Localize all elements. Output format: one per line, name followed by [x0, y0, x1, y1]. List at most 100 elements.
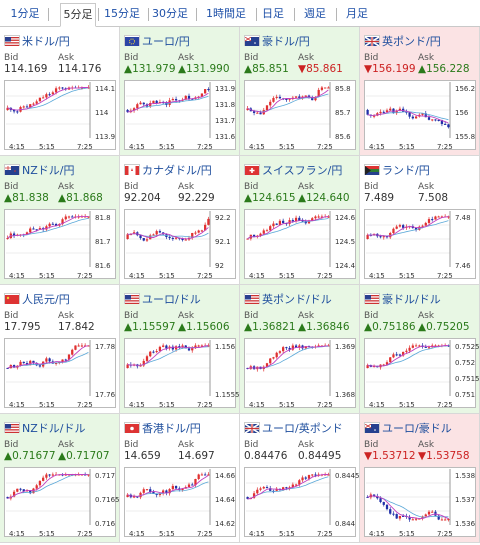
- pair-name[interactable]: ユーロ/円: [142, 35, 190, 48]
- bid-value: ▲81.838: [4, 192, 49, 204]
- pair-title-link[interactable]: ユーロ/円: [124, 33, 190, 48]
- tab-separator: [148, 8, 149, 21]
- pair-title-link[interactable]: 香港ドル/円: [124, 420, 201, 435]
- rate-card[interactable]: ユーロ/ドル Bid Ask ▲1.15597 ▲1.15606 1.156 1.1555 4…: [120, 285, 240, 414]
- pair-title-link[interactable]: NZドル/円: [4, 162, 75, 177]
- mini-candlestick-chart[interactable]: 114.1 114 113.9 4:15 5:15 7:25: [4, 80, 116, 151]
- pair-name[interactable]: ユーロ/英ポンド: [262, 422, 343, 435]
- rate-card[interactable]: 香港ドル/円 Bid Ask 14.659 14.697 14.66 14.64 14.62 4…: [120, 414, 240, 543]
- rate-card[interactable]: 米ドル/円 Bid Ask 114.169 114.176 114.1 114 113.9 4:…: [0, 27, 120, 156]
- mini-candlestick-chart[interactable]: 124.6 124.5 124.4 4:15 5:15 7:25: [244, 209, 356, 280]
- pair-title-link[interactable]: ユーロ/ドル: [124, 291, 201, 306]
- y-axis-tick: 17.78: [95, 343, 116, 351]
- y-axis-tick: 0.716: [95, 520, 116, 528]
- rate-card[interactable]: スイスフラン/円 Bid Ask ▲124.615 ▲124.640 124.6 124.5…: [240, 156, 360, 285]
- mini-candlestick-chart[interactable]: 1.369 1.368 4:15 5:15 7:25: [244, 338, 356, 409]
- mini-candlestick-chart[interactable]: 0.7525 0.752 0.7515 0.751 4:15 5:15 7:25: [364, 338, 480, 409]
- pair-name[interactable]: 豪ドル/ドル: [382, 293, 441, 306]
- mini-candlestick-chart[interactable]: 85.8 85.7 85.6 4:15 5:15 7:25: [244, 80, 356, 151]
- tab-3[interactable]: 15分足: [104, 7, 140, 20]
- bid-label: Bid: [364, 53, 379, 63]
- pair-name[interactable]: NZドル/円: [22, 164, 75, 177]
- x-axis-tick: 4:15: [129, 401, 145, 409]
- mini-candlestick-chart[interactable]: 14.66 14.64 14.62 4:15 5:15 7:25: [124, 467, 236, 538]
- x-axis-tick: 7:25: [317, 530, 333, 538]
- bid-value: 14.659: [124, 450, 161, 462]
- pair-title-link[interactable]: 人民元/円: [4, 291, 70, 306]
- tab-7[interactable]: 週足: [304, 7, 326, 20]
- pair-title-link[interactable]: ランド/円: [364, 162, 430, 177]
- y-axis-tick: 1.156: [215, 343, 236, 351]
- pair-name[interactable]: ユーロ/豪ドル: [382, 422, 452, 435]
- rate-card[interactable]: 人民元/円 Bid Ask 17.795 17.842 17.78 17.76 4:15 5:1…: [0, 285, 120, 414]
- y-axis-tick: 114: [95, 109, 109, 117]
- rate-card[interactable]: 豪ドル/円 Bid Ask ▲85.851 ▼85.861 85.8 85.7 85.6 4:1…: [240, 27, 360, 156]
- pair-title-link[interactable]: 米ドル/円: [4, 33, 70, 48]
- ask-value: ▼1.53758: [418, 450, 470, 462]
- pair-name[interactable]: スイスフラン/円: [262, 164, 343, 177]
- mini-candlestick-chart[interactable]: 1.538 1.537 1.536 4:15 5:15 7:25: [364, 467, 476, 538]
- mini-candlestick-chart[interactable]: 131.9 131.8 131.7 131.6 4:15 5:15 7:25: [124, 80, 236, 151]
- pair-title-link[interactable]: スイスフラン/円: [244, 162, 343, 177]
- x-axis-tick: 4:15: [249, 143, 265, 151]
- rate-card[interactable]: ユーロ/円 Bid Ask ▲131.979 ▲131.990 131.9 131.8 131…: [120, 27, 240, 156]
- x-axis-tick: 4:15: [369, 530, 385, 538]
- ask-label: Ask: [418, 182, 435, 192]
- tab-4[interactable]: 30分足: [152, 7, 188, 20]
- y-axis-tick: 0.751: [455, 391, 476, 399]
- rate-card[interactable]: 英ポンド/ドル Bid Ask ▲1.36821 ▲1.36846 1.369 1.368 4…: [240, 285, 360, 414]
- rate-card[interactable]: NZドル/円 Bid Ask ▲81.838 ▲81.868 81.8 81.7 81.6 4:…: [0, 156, 120, 285]
- rate-card[interactable]: ランド/円 Bid Ask 7.489 7.508 7.48 7.46 4:15 5:15 7:2…: [360, 156, 480, 285]
- pair-name[interactable]: 米ドル/円: [22, 35, 70, 48]
- mini-candlestick-chart[interactable]: 17.78 17.76 4:15 5:15 7:25: [4, 338, 116, 409]
- tab-2[interactable]: 5分足: [60, 3, 96, 27]
- ask-label: Ask: [178, 182, 195, 192]
- rate-card[interactable]: NZドル/ドル Bid Ask ▲0.71677 ▲0.71707 0.717 0.7165…: [0, 414, 120, 543]
- pair-name[interactable]: カナダドル/円: [142, 164, 212, 177]
- rate-card[interactable]: ユーロ/豪ドル Bid Ask ▼1.53712 ▼1.53758 1.538 1.537 1…: [360, 414, 480, 543]
- tab-8[interactable]: 月足: [346, 7, 368, 20]
- rate-card[interactable]: 豪ドル/ドル Bid Ask ▲0.75186 ▲0.75205 0.7525 0.752 0…: [360, 285, 480, 414]
- tab-6[interactable]: 日足: [262, 7, 284, 20]
- x-axis-tick: 7:25: [197, 143, 213, 151]
- mini-candlestick-chart[interactable]: 7.48 7.46 4:15 5:15 7:25: [364, 209, 476, 280]
- pair-name[interactable]: NZドル/ドル: [22, 422, 86, 435]
- x-axis-tick: 7:25: [437, 143, 453, 151]
- bid-value: 0.84476: [244, 450, 288, 462]
- mini-candlestick-chart[interactable]: 0.8445 0.844 4:15 5:15 7:25: [244, 467, 360, 538]
- mini-candlestick-chart[interactable]: 1.156 1.1555 4:15 5:15 7:25: [124, 338, 240, 409]
- pair-title-link[interactable]: 英ポンド/ドル: [244, 291, 332, 306]
- eu-flag-icon: [124, 35, 140, 46]
- pair-name[interactable]: 豪ドル/円: [262, 35, 310, 48]
- pair-title-link[interactable]: 豪ドル/円: [244, 33, 310, 48]
- pair-title-link[interactable]: ユーロ/英ポンド: [244, 420, 343, 435]
- pair-name[interactable]: 人民元/円: [22, 293, 70, 306]
- y-axis-tick: 0.7165: [95, 496, 120, 504]
- mini-candlestick-chart[interactable]: 0.717 0.7165 0.716 4:15 5:15 7:25: [4, 467, 120, 538]
- pair-name[interactable]: 英ポンド/円: [382, 35, 441, 48]
- x-axis-tick: 5:15: [399, 530, 415, 538]
- pair-title-link[interactable]: NZドル/ドル: [4, 420, 86, 435]
- ask-label: Ask: [298, 53, 315, 63]
- mini-candlestick-chart[interactable]: 81.8 81.7 81.6 4:15 5:15 7:25: [4, 209, 116, 280]
- pair-name[interactable]: 香港ドル/円: [142, 422, 201, 435]
- tab-1[interactable]: 1分足: [10, 7, 40, 20]
- pair-name[interactable]: ランド/円: [382, 164, 430, 177]
- pair-name[interactable]: 英ポンド/ドル: [262, 293, 332, 306]
- rate-card[interactable]: カナダドル/円 Bid Ask 92.204 92.229 92.2 92.1 92 4:15 5…: [120, 156, 240, 285]
- x-axis-tick: 4:15: [369, 272, 385, 280]
- pair-name[interactable]: ユーロ/ドル: [142, 293, 201, 306]
- x-axis-tick: 4:15: [9, 530, 25, 538]
- tab-5[interactable]: 1時間足: [206, 7, 246, 20]
- pair-title-link[interactable]: ユーロ/豪ドル: [364, 420, 452, 435]
- mini-candlestick-chart[interactable]: 156.2 156 155.8 4:15 5:15 7:25: [364, 80, 476, 151]
- y-axis-tick: 92.2: [215, 214, 231, 222]
- bid-label: Bid: [364, 182, 379, 192]
- y-axis-tick: 0.752: [455, 359, 476, 367]
- rate-card[interactable]: 英ポンド/円 Bid Ask ▼156.199 ▲156.228 156.2 156 155.…: [360, 27, 480, 156]
- pair-title-link[interactable]: 英ポンド/円: [364, 33, 441, 48]
- rate-card[interactable]: ユーロ/英ポンド Bid Ask 0.84476 0.84495 0.8445 0.844 4…: [240, 414, 360, 543]
- pair-title-link[interactable]: カナダドル/円: [124, 162, 212, 177]
- mini-candlestick-chart[interactable]: 92.2 92.1 92 4:15 5:15 7:25: [124, 209, 236, 280]
- pair-title-link[interactable]: 豪ドル/ドル: [364, 291, 441, 306]
